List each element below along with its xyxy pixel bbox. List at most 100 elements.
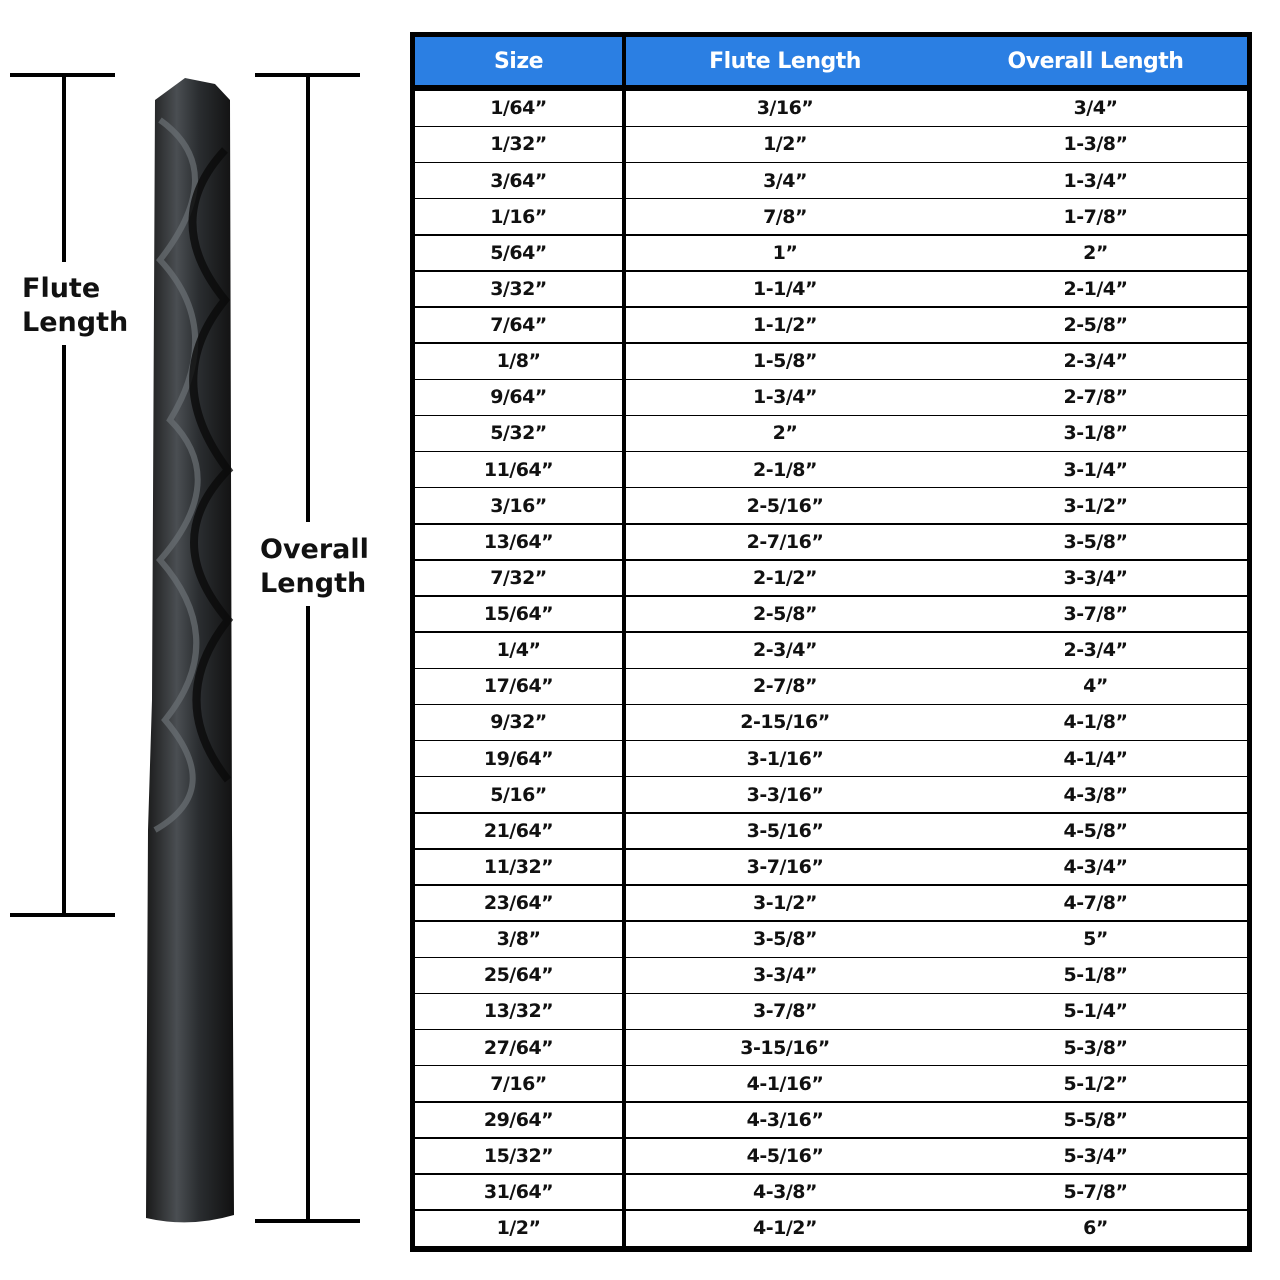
table-cell: 4-3/16”	[626, 1102, 944, 1138]
table-cell: 11/64”	[415, 452, 622, 487]
table-cell: 23/64”	[415, 885, 622, 921]
column-header: Size	[415, 37, 622, 85]
table-cell: 3/8”	[415, 921, 622, 957]
size-table: Size Flute Length Overall Length 1/64” 3/16”…	[410, 32, 1252, 1252]
table-cell: 1-3/4”	[626, 380, 944, 415]
table-cell: 7/8”	[626, 199, 944, 234]
table-cell: 17/64”	[415, 669, 622, 704]
table-cell: 9/32”	[415, 705, 622, 740]
table-cell: 5-1/2”	[944, 1066, 1247, 1101]
table-cell: 4-5/16”	[626, 1138, 944, 1174]
table-cell: 1/64”	[415, 91, 622, 126]
table-cell: 2-1/4”	[944, 271, 1247, 307]
table-cell: 3-5/8”	[944, 524, 1247, 560]
table-cell: 2-5/16”	[626, 488, 944, 523]
table-cell: 2-5/8”	[626, 596, 944, 632]
table-cell: 3-15/16”	[626, 1030, 944, 1065]
table-cell: 3-1/8”	[944, 416, 1247, 451]
flute-label: Flute	[22, 273, 100, 304]
table-cell: 3/16”	[626, 91, 944, 126]
table-cell: 5-5/8”	[944, 1102, 1247, 1138]
table-cell: 3-1/2”	[944, 488, 1247, 523]
table-cell: 5/64”	[415, 235, 622, 271]
table-cell: 31/64”	[415, 1174, 622, 1210]
table-cell: 4-5/8”	[944, 813, 1247, 849]
table-cell: 1/2”	[415, 1210, 622, 1246]
table-cell: 1/4”	[415, 632, 622, 668]
flute-label: Length	[22, 307, 128, 338]
table-cell: 1”	[626, 235, 944, 271]
table-cell: 3-5/8”	[626, 921, 944, 957]
table-cell: 4-1/2”	[626, 1210, 944, 1246]
table-cell: 1/16”	[415, 199, 622, 234]
column-header: Flute Length	[626, 37, 944, 85]
table-cell: 5/32”	[415, 416, 622, 451]
table-cell: 1-1/2”	[626, 307, 944, 343]
table-cell: 3-7/16”	[626, 849, 944, 885]
table-cell: 3-3/4”	[626, 958, 944, 993]
table-cell: 1-3/4”	[944, 163, 1247, 198]
table-cell: 4-1/16”	[626, 1066, 944, 1101]
table-cell: 21/64”	[415, 813, 622, 849]
table-cell: 6”	[944, 1210, 1247, 1246]
table-cell: 4-1/8”	[944, 705, 1247, 740]
drill-diagram: Flute Length Overall Length	[10, 73, 369, 1223]
table-cell: 2-1/8”	[626, 452, 944, 487]
table-cell: 4-1/4”	[944, 741, 1247, 776]
table-cell: 2-7/16”	[626, 524, 944, 560]
column-header: Overall Length	[944, 37, 1247, 85]
table-cell: 1-3/8”	[944, 127, 1247, 162]
drill-bit	[146, 78, 234, 1223]
table-cell: 1/2”	[626, 127, 944, 162]
table-cell: 3/4”	[626, 163, 944, 198]
table-cell: 4-3/8”	[626, 1174, 944, 1210]
table-cell: 1/32”	[415, 127, 622, 162]
table-cell: 9/64”	[415, 380, 622, 415]
table-cell: 15/64”	[415, 596, 622, 632]
table-cell: 2-3/4”	[944, 343, 1247, 379]
table-cell: 2”	[626, 416, 944, 451]
table-cell: 4-3/4”	[944, 849, 1247, 885]
table-cell: 4-7/8”	[944, 885, 1247, 921]
table-cell: 2-5/8”	[944, 307, 1247, 343]
table-cell: 2-7/8”	[944, 380, 1247, 415]
table-cell: 15/32”	[415, 1138, 622, 1174]
table-cell: 3/4”	[944, 91, 1247, 126]
table-cell: 3-5/16”	[626, 813, 944, 849]
table-cell: 7/32”	[415, 560, 622, 596]
table-cell: 2-3/4”	[626, 632, 944, 668]
table-cell: 3-7/8”	[944, 596, 1247, 632]
table-cell: 25/64”	[415, 958, 622, 993]
dimension-lines	[10, 73, 360, 1223]
table-cell: 2-7/8”	[626, 669, 944, 704]
table-cell: 5-1/4”	[944, 994, 1247, 1029]
table-cell: 3-3/16”	[626, 777, 944, 812]
table-cell: 19/64”	[415, 741, 622, 776]
table-cell: 7/64”	[415, 307, 622, 343]
table-cell: 1-1/4”	[626, 271, 944, 307]
table-cell: 3-1/2”	[626, 885, 944, 921]
table-cell: 13/32”	[415, 994, 622, 1029]
table-cell: 3-1/16”	[626, 741, 944, 776]
table-cell: 5-7/8”	[944, 1174, 1247, 1210]
table-cell: 2-1/2”	[626, 560, 944, 596]
table-cell: 1/8”	[415, 343, 622, 379]
overall-label: Overall	[260, 534, 369, 565]
table-cell: 13/64”	[415, 524, 622, 560]
table-cell: 29/64”	[415, 1102, 622, 1138]
table-cell: 3-1/4”	[944, 452, 1247, 487]
table-cell: 5-3/8”	[944, 1030, 1247, 1065]
table-cell: 1-7/8”	[944, 199, 1247, 234]
table-cell: 27/64”	[415, 1030, 622, 1065]
table-cell: 3-7/8”	[626, 994, 944, 1029]
table-cell: 11/32”	[415, 849, 622, 885]
overall-label: Length	[260, 568, 366, 599]
table-cell: 1-5/8”	[626, 343, 944, 379]
table-cell: 3/32”	[415, 271, 622, 307]
table-cell: 3/16”	[415, 488, 622, 523]
table-cell: 4”	[944, 669, 1247, 704]
table-cell: 7/16”	[415, 1066, 622, 1101]
table-cell: 3/64”	[415, 163, 622, 198]
table-cell: 4-3/8”	[944, 777, 1247, 812]
